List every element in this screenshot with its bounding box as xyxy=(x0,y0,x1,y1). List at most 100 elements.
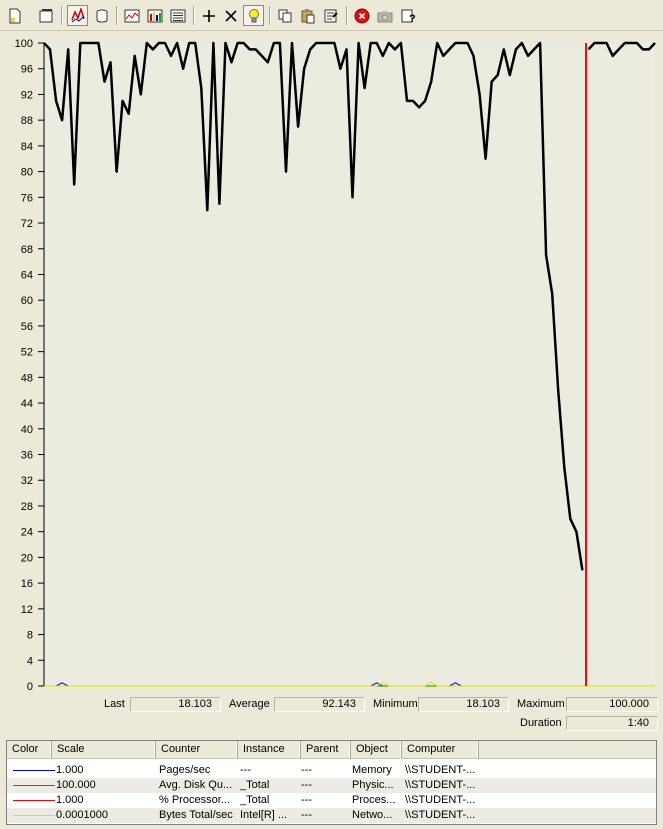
add-counter-button[interactable] xyxy=(198,5,219,26)
highlight-button[interactable] xyxy=(243,5,264,26)
y-tick-label: 84 xyxy=(21,141,33,153)
minimum-label: Minimum xyxy=(373,698,418,710)
help-button[interactable]: ? xyxy=(397,5,418,26)
computer-cell: \\STUDENT-... xyxy=(405,779,476,791)
column-header-scale[interactable]: Scale xyxy=(52,741,156,759)
last-value: 18.103 xyxy=(130,697,221,712)
freeze-display-button[interactable] xyxy=(351,5,372,26)
duration-value: 1:40 xyxy=(566,716,658,731)
scale-cell: 100.000 xyxy=(56,779,96,791)
object-cell: Proces... xyxy=(352,794,396,806)
column-header-color[interactable]: Color xyxy=(7,741,52,759)
y-tick-label: 16 xyxy=(21,578,33,590)
graph-area: 100 96 92 88 84 80 76 72 68 64 60 56 52 48 44 40 36 32 28 2… xyxy=(0,31,663,693)
computer-cell: \\STUDENT-... xyxy=(405,794,476,806)
counter-cell: % Processor... xyxy=(159,794,230,806)
svg-text:?: ? xyxy=(409,13,416,24)
new-document-icon xyxy=(9,8,20,23)
computer-cell: \\STUDENT-... xyxy=(405,764,476,776)
view-histogram-button[interactable] xyxy=(144,5,165,26)
histogram-icon xyxy=(147,9,162,22)
column-header-object[interactable]: Object xyxy=(351,741,402,759)
instance-cell: --- xyxy=(240,764,251,776)
lightbulb-icon xyxy=(248,8,259,22)
average-value: 92.143 xyxy=(274,697,365,712)
y-tick-label: 48 xyxy=(21,372,33,384)
object-cell: Physic... xyxy=(352,779,394,791)
scale-cell: 1.000 xyxy=(56,764,84,776)
scale-cell: 1.000 xyxy=(56,794,84,806)
copy-icon xyxy=(278,9,291,22)
report-icon xyxy=(170,9,185,22)
y-tick-label: 60 xyxy=(21,295,33,307)
column-header-computer[interactable]: Computer xyxy=(402,741,479,759)
counter-cell: Avg. Disk Qu... xyxy=(159,779,233,791)
color-swatch xyxy=(13,815,55,816)
delete-counter-button[interactable] xyxy=(220,5,241,26)
object-cell: Netwo... xyxy=(352,809,393,821)
y-tick-label: 8 xyxy=(27,630,33,642)
view-log-data-button[interactable] xyxy=(91,5,112,26)
x-icon xyxy=(224,9,237,22)
clear-display-button[interactable] xyxy=(35,5,56,26)
y-tick-label: 72 xyxy=(21,218,33,230)
legend-row[interactable]: 0.0001000 Bytes Total/sec Intel[R] ... -… xyxy=(7,808,656,823)
update-data-button[interactable] xyxy=(374,5,395,26)
y-tick-label: 12 xyxy=(21,604,33,616)
toolbar: ? xyxy=(0,0,663,31)
parent-cell: --- xyxy=(301,779,312,791)
column-header-parent[interactable]: Parent xyxy=(301,741,351,759)
y-tick-label: 52 xyxy=(21,347,33,359)
y-tick-label: 96 xyxy=(21,64,33,76)
object-cell: Memory xyxy=(352,764,392,776)
new-counter-set-button[interactable] xyxy=(4,5,25,26)
properties-button[interactable] xyxy=(320,5,341,26)
y-tick-label: 36 xyxy=(21,450,33,462)
computer-cell: \\STUDENT-... xyxy=(405,809,476,821)
minimum-value: 18.103 xyxy=(418,697,509,712)
stop-icon xyxy=(354,8,369,23)
y-tick-label: 44 xyxy=(21,398,33,410)
legend-header: Color Scale Counter Instance Parent Obje… xyxy=(7,741,656,759)
current-activity-icon xyxy=(70,7,85,22)
parent-cell: --- xyxy=(301,794,312,806)
y-tick-label: 92 xyxy=(21,89,33,101)
y-tick-label: 56 xyxy=(21,321,33,333)
y-tick-label: 76 xyxy=(21,192,33,204)
column-header-counter[interactable]: Counter xyxy=(156,741,238,759)
legend-row[interactable]: 1.000 Pages/sec --- --- Memory \\STUDENT… xyxy=(7,763,656,778)
instance-cell: _Total xyxy=(240,779,270,791)
y-tick-label: 28 xyxy=(21,501,33,513)
series-line xyxy=(587,41,656,58)
y-tick-label: 64 xyxy=(21,269,33,281)
legend-row[interactable]: 1.000 % Processor... _Total --- Proces..… xyxy=(7,793,656,808)
view-current-activity-button[interactable] xyxy=(67,5,88,26)
help-icon: ? xyxy=(401,9,416,24)
copy-properties-button[interactable] xyxy=(274,5,295,26)
y-tick-label: 32 xyxy=(21,475,33,487)
instance-cell: _Total xyxy=(240,794,270,806)
y-tick-label: 4 xyxy=(27,655,33,667)
counter-legend: Color Scale Counter Instance Parent Obje… xyxy=(6,740,657,825)
paste-icon xyxy=(301,8,314,23)
counter-cell: Bytes Total/sec xyxy=(159,809,233,821)
y-tick-label: 40 xyxy=(21,424,33,436)
parent-cell: --- xyxy=(301,764,312,776)
view-graph-button[interactable] xyxy=(121,5,142,26)
y-tick-label: 80 xyxy=(21,167,33,179)
plus-icon xyxy=(202,9,215,22)
y-tick-label: 24 xyxy=(21,527,33,539)
graph-icon xyxy=(124,9,139,22)
average-label: Average xyxy=(229,698,270,710)
view-report-button[interactable] xyxy=(167,5,188,26)
paste-counter-list-button[interactable] xyxy=(297,5,318,26)
y-tick-label: 88 xyxy=(21,115,33,127)
parent-cell: --- xyxy=(301,809,312,821)
column-header-instance[interactable]: Instance xyxy=(238,741,301,759)
maximum-label: Maximum xyxy=(517,698,565,710)
legend-row[interactable]: 100.000 Avg. Disk Qu... _Total --- Physi… xyxy=(7,778,656,793)
y-tick-label: 0 xyxy=(27,681,33,693)
counter-cell: Pages/sec xyxy=(159,764,211,776)
color-swatch xyxy=(13,800,55,801)
color-swatch xyxy=(13,785,55,786)
